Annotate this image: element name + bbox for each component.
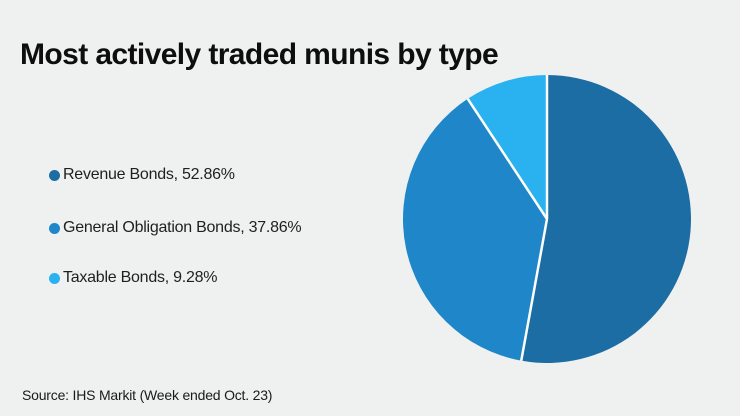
legend-bullet-icon [49, 169, 60, 181]
pie-chart [397, 69, 697, 369]
source-note: Source: IHS Markit (Week ended Oct. 23) [22, 387, 273, 403]
chart-title: Most actively traded munis by type [20, 38, 499, 71]
legend-item-revenue-bonds: Revenue Bonds, 52.86% [49, 164, 235, 186]
pie-slice-separator [466, 98, 549, 220]
pie-slice-revenue-bonds [521, 75, 692, 364]
legend-label: Revenue Bonds, 52.86% [63, 166, 235, 183]
pie-slice-separator [520, 218, 549, 361]
pie-slice-general-obligation-bonds [402, 98, 547, 361]
legend-bullet-icon [49, 272, 60, 284]
legend-item-taxable-bonds: Taxable Bonds, 9.28% [49, 267, 217, 289]
pie-slice-taxable-bonds [467, 75, 547, 219]
legend-label: Taxable Bonds, 9.28% [63, 269, 218, 286]
pie-chart-svg [402, 75, 692, 364]
legend-bullet-icon [49, 222, 60, 234]
legend-label: General Obligation Bonds, 37.86% [63, 219, 302, 236]
legend-item-general-obligation-bonds: General Obligation Bonds, 37.86% [49, 217, 302, 239]
